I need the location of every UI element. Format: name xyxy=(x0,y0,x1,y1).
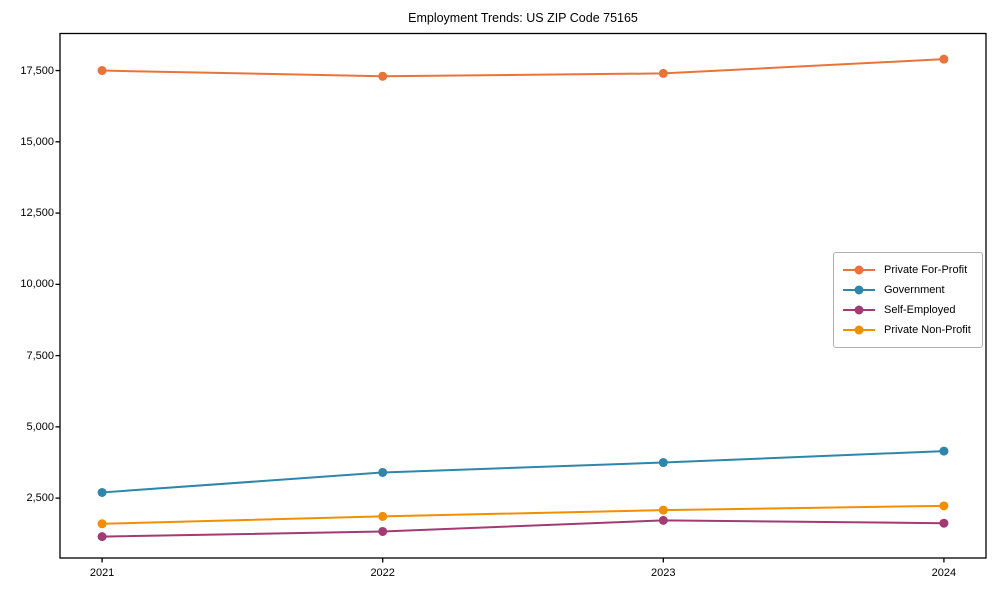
x-tick-label: 2021 xyxy=(89,567,115,579)
legend-item: Private Non-Profit xyxy=(842,320,974,340)
chart-title: Employment Trends: US ZIP Code 75165 xyxy=(408,11,638,25)
series-line xyxy=(101,450,945,494)
legend-label: Private For-Profit xyxy=(884,264,968,276)
x-tick-label: 2024 xyxy=(931,567,957,579)
legend-label: Private Non-Profit xyxy=(884,324,971,336)
x-tick-label: 2022 xyxy=(370,567,395,579)
data-point-marker xyxy=(378,71,388,81)
y-tick-label: 15,000 xyxy=(20,135,54,148)
legend-line-marker-icon xyxy=(843,265,875,275)
data-point-marker xyxy=(939,501,949,511)
plot-border xyxy=(59,32,987,559)
data-point-marker xyxy=(378,511,388,521)
data-point-marker xyxy=(939,446,949,456)
legend: Private For-Profit Government Self-Employe… xyxy=(833,252,983,348)
data-point-marker xyxy=(939,518,949,528)
y-tick-label: 12,500 xyxy=(20,207,54,220)
x-tick-label: 2023 xyxy=(651,567,676,579)
series-line xyxy=(101,504,945,525)
data-point-marker xyxy=(97,519,107,529)
data-point-marker xyxy=(939,54,949,64)
data-point-marker xyxy=(658,458,668,468)
legend-label: Self-Employed xyxy=(884,304,956,316)
data-point-marker xyxy=(97,66,107,76)
legend-item: Self-Employed xyxy=(842,300,974,320)
series-line xyxy=(101,519,945,538)
data-point-marker xyxy=(378,526,388,536)
data-point-marker xyxy=(658,505,668,515)
data-point-marker xyxy=(97,532,107,542)
legend-line-marker-icon xyxy=(843,285,875,295)
legend-line-marker-icon xyxy=(843,305,875,315)
y-tick-label: 17,500 xyxy=(20,64,54,77)
data-point-marker xyxy=(658,68,668,78)
series-line xyxy=(101,58,945,78)
legend-line-marker-icon xyxy=(843,325,875,335)
data-point-marker xyxy=(658,515,668,525)
y-tick-label: 2,500 xyxy=(26,492,54,505)
y-tick-label: 10,000 xyxy=(20,278,54,291)
y-tick-label: 7,500 xyxy=(26,349,54,362)
legend-item: Government xyxy=(842,280,974,300)
data-point-marker xyxy=(378,467,388,477)
legend-item: Private For-Profit xyxy=(842,260,974,280)
data-point-marker xyxy=(97,487,107,497)
legend-label: Government xyxy=(884,284,945,296)
y-tick-label: 5,000 xyxy=(26,420,54,433)
